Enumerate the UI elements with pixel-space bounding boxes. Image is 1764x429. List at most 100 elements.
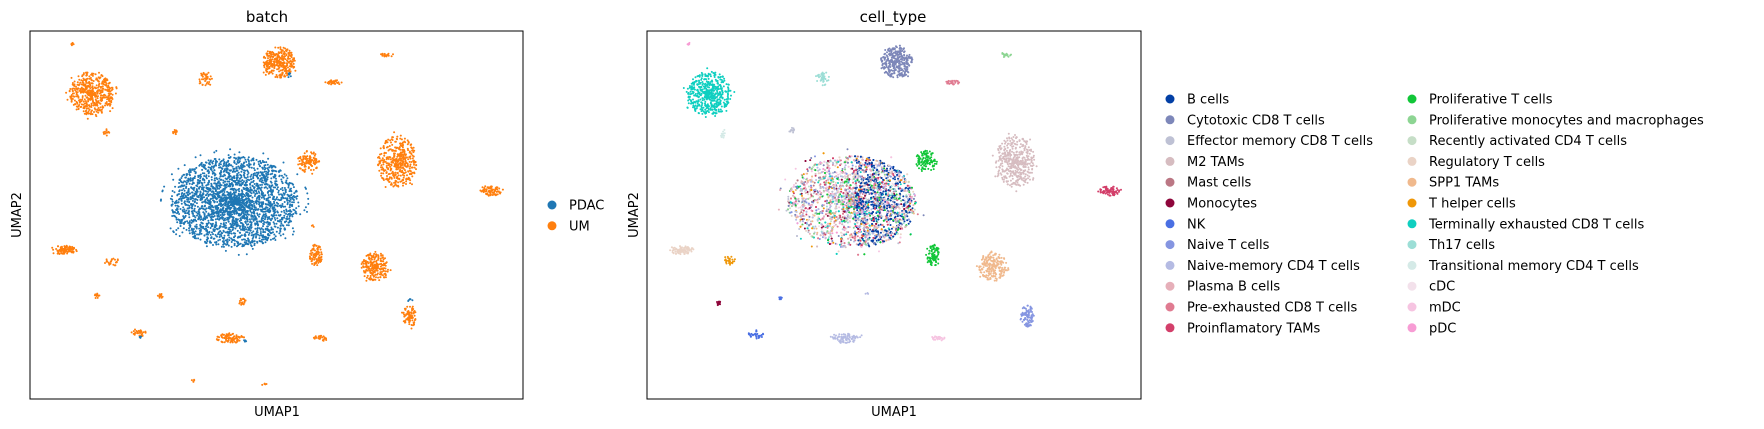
scatter-point [252,159,255,162]
scatter-point [403,140,406,143]
scatter-point [89,89,92,92]
scatter-point [292,62,295,65]
scatter-point [218,233,221,236]
scatter-point [385,152,387,154]
scatter-point [209,198,212,201]
scatter-point [71,92,74,95]
scatter-point [286,215,289,218]
scatter-point [215,221,217,224]
scatter-point [250,227,253,229]
scatter-point [304,165,307,168]
scatter-point [247,156,250,159]
scatter-point [267,57,269,60]
scatter-point [66,98,69,101]
scatter-point [281,216,284,219]
scatter-point [285,69,288,72]
scatter-point [200,226,203,229]
scatter-point [908,53,911,56]
scatter-point [313,243,316,246]
scatter-point [227,244,230,247]
scatter-point [195,202,198,205]
scatter-point [408,323,411,326]
scatter-point [280,178,283,181]
scatter-point [218,182,221,185]
scatter-point [208,162,210,165]
scatter-point [264,241,267,244]
scatter-point [315,262,318,264]
scatter-point [241,179,244,182]
scatter-point [191,232,194,235]
scatter-point [214,188,217,190]
scatter-point [177,201,180,204]
scatter-point [290,190,293,193]
scatter-point [233,167,236,170]
scatter-point [282,233,285,236]
scatter-point [272,69,275,72]
scatter-point [91,87,94,89]
scatter-point [225,171,228,174]
scatter-point [188,220,191,223]
scatter-point [276,53,279,56]
scatter-point [253,187,255,189]
scatter-point [255,220,258,223]
scatter-point [79,81,82,84]
scatter-point [372,278,375,281]
scatter-point [199,238,202,241]
scatter-point [262,61,265,64]
scatter-point [284,237,287,240]
scatter-point [282,196,285,199]
scatter-point [256,241,259,244]
scatter-point [246,164,249,166]
scatter-point [256,208,259,211]
scatter-point [399,142,402,145]
scatter-point [264,57,267,59]
scatter-point [188,224,191,227]
scatter-point [403,307,406,310]
scatter-point [263,66,266,69]
scatter-point [411,319,414,322]
scatter-point [367,257,370,260]
scatter-point [266,163,269,166]
scatter-point [272,53,275,55]
scatter-point [115,87,118,90]
scatter-point [252,190,255,193]
scatter-point [380,164,383,167]
scatter-point [249,163,252,166]
scatter-point [88,108,91,111]
scatter-point [178,213,181,215]
scatter-point [387,173,390,176]
scatter-point [411,149,414,152]
scatter-point [258,237,261,240]
scatter-point [130,331,133,334]
scatter-point [410,316,413,318]
scatter-point [81,96,84,99]
scatter-point [190,206,193,209]
scatter-point [252,208,255,211]
scatter-point [398,146,401,148]
scatter-point [411,147,413,150]
scatter-point [198,208,201,211]
scatter-point [410,161,413,163]
scatter-point [287,72,290,75]
scatter-point [184,202,187,205]
scatter-point [267,170,270,172]
scatter-point [380,273,383,276]
scatter-point [184,176,187,179]
scatter-point [201,182,204,185]
scatter-point [232,336,235,339]
scatter-point [192,235,195,238]
scatter-point [185,173,188,176]
scatter-point [224,200,227,203]
scatter-point [269,190,272,193]
scatter-point [97,107,100,109]
scatter-point [402,320,405,323]
scatter-point [207,71,210,74]
scatter-point [108,100,111,103]
scatter-point [76,81,79,84]
scatter-point [213,177,216,180]
scatter-point [215,185,218,188]
scatter-point [268,67,271,70]
scatter-point [258,186,261,189]
scatter-point [181,192,184,194]
